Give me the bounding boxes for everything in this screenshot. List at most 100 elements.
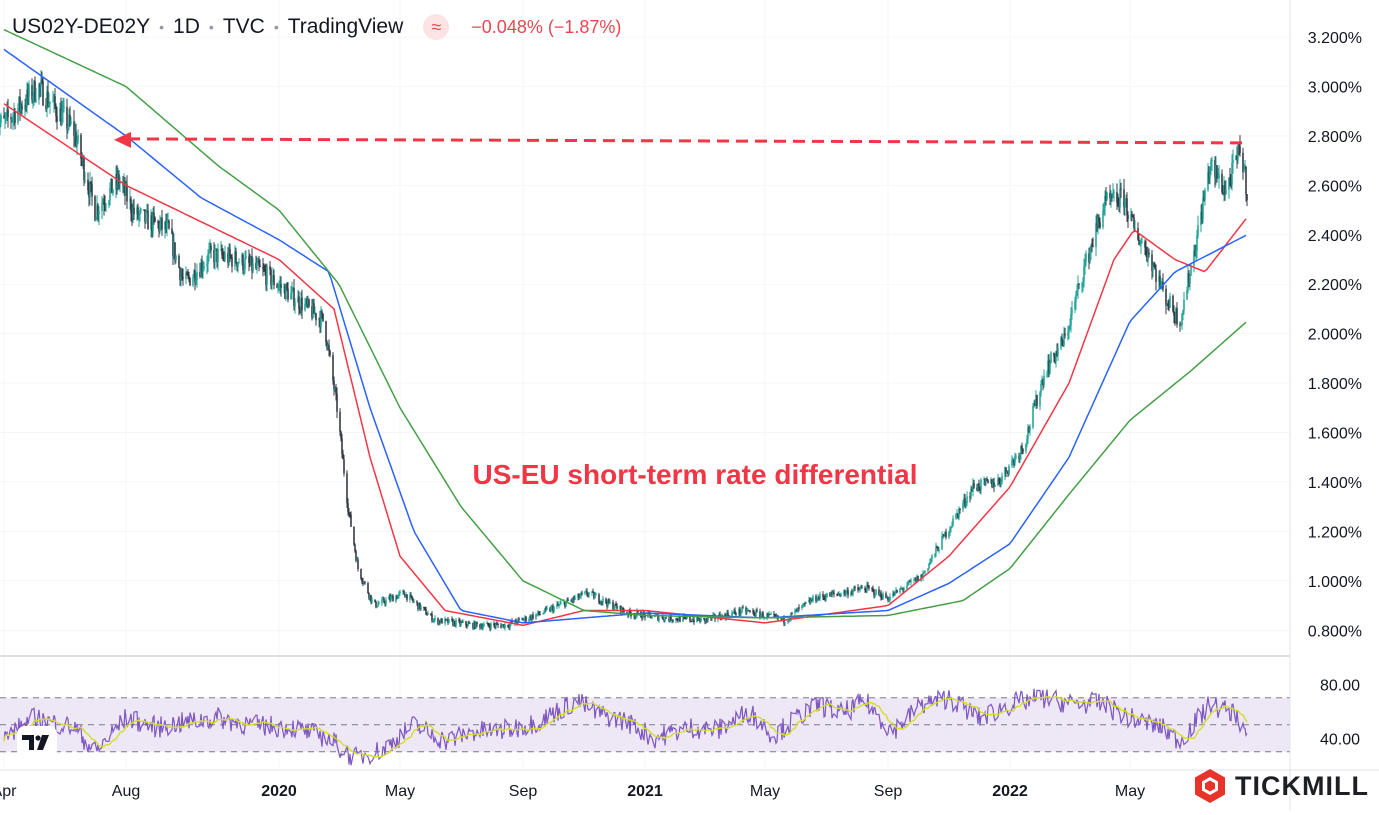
- candle-body: [921, 574, 923, 578]
- candle-body: [84, 179, 86, 181]
- candle-body: [839, 593, 841, 596]
- candle-body: [1081, 283, 1083, 285]
- candle-body: [524, 616, 526, 620]
- candle-body: [599, 602, 601, 604]
- candle-body: [1000, 481, 1002, 484]
- candle-body: [868, 586, 870, 589]
- candle-body: [1040, 383, 1042, 393]
- candle-body: [313, 303, 315, 314]
- candle-body: [1015, 456, 1017, 458]
- candle-body: [837, 594, 839, 596]
- candle-body: [1237, 144, 1239, 160]
- candle-body: [508, 626, 510, 628]
- candle-body: [90, 181, 92, 185]
- candle-body: [1057, 348, 1059, 355]
- tradingview-logo-icon[interactable]: [17, 726, 57, 758]
- candle-body: [948, 532, 950, 538]
- candle-body: [1181, 313, 1183, 325]
- candle-body: [115, 174, 117, 190]
- candle-body: [609, 601, 611, 604]
- candle-body: [669, 615, 671, 621]
- candle-body: [265, 271, 267, 285]
- candle-body: [605, 598, 607, 603]
- candle-body: [483, 623, 485, 627]
- candle-body: [880, 592, 882, 598]
- candle-body: [200, 262, 202, 277]
- candle-body: [817, 596, 819, 601]
- candle-body: [235, 251, 237, 263]
- candle-body: [161, 217, 163, 230]
- candle-body: [1126, 198, 1128, 216]
- candle-body: [1141, 241, 1143, 243]
- x-tick-label: Aug: [112, 783, 140, 800]
- candle-body: [12, 115, 14, 120]
- candle-body: [563, 602, 565, 604]
- x-tick-label: Sep: [874, 783, 903, 800]
- candle-body: [550, 607, 552, 612]
- candle-body: [455, 620, 457, 626]
- candle-body: [257, 260, 259, 264]
- candle-body: [1062, 341, 1064, 346]
- candle-body: [102, 202, 104, 204]
- candle-body: [699, 619, 701, 622]
- candle-body: [1200, 211, 1202, 225]
- candle-body: [1004, 467, 1006, 476]
- candle-body: [1193, 250, 1195, 266]
- candle-body: [846, 590, 848, 592]
- approx-icon[interactable]: ≈: [423, 14, 450, 40]
- candle-body: [965, 503, 967, 505]
- candle-body: [980, 479, 982, 490]
- candle-body: [1218, 173, 1220, 179]
- candle-body: [901, 588, 903, 590]
- candle-body: [843, 590, 845, 595]
- symbol-label[interactable]: US02Y-DE02Y: [12, 15, 151, 38]
- candle-body: [994, 485, 996, 487]
- candle-body: [437, 618, 439, 624]
- candle-body: [831, 592, 833, 595]
- candle-body: [1208, 171, 1210, 179]
- candle-body: [636, 611, 638, 615]
- candle-body: [706, 618, 708, 621]
- candle-body: [1172, 295, 1174, 312]
- candle-body: [798, 607, 800, 609]
- candle-body: [704, 618, 706, 622]
- candle-body: [446, 619, 448, 621]
- candle-body: [1132, 214, 1134, 218]
- candle-body: [882, 593, 884, 600]
- y-tick-label: 1.600%: [1308, 426, 1362, 443]
- candle-body: [1139, 244, 1141, 246]
- candle-body: [509, 623, 511, 628]
- candle-body: [207, 254, 209, 265]
- candle-body: [553, 607, 555, 612]
- candle-body: [45, 105, 47, 110]
- candle-body: [892, 593, 894, 597]
- candle-body: [68, 114, 70, 127]
- candle-body: [1078, 283, 1080, 285]
- candle-body: [1140, 241, 1142, 245]
- candle-body: [560, 602, 562, 604]
- candle-body: [258, 260, 260, 266]
- candle-body: [507, 624, 509, 627]
- interval-label[interactable]: 1D: [173, 15, 200, 38]
- candle-body: [426, 614, 428, 616]
- candle-body: [47, 91, 49, 106]
- candle-body: [151, 215, 153, 231]
- candle-body: [480, 625, 482, 628]
- x-tick-label: May: [1115, 783, 1145, 800]
- candle-body: [819, 594, 821, 599]
- candle-body: [152, 213, 154, 231]
- candle-body: [308, 299, 310, 307]
- candle-body: [378, 603, 380, 605]
- candle-body: [216, 248, 218, 263]
- candle-body: [1166, 303, 1168, 306]
- candle-body: [20, 104, 22, 111]
- candle-body: [376, 606, 378, 608]
- candle-body: [1182, 310, 1184, 314]
- candle-body: [915, 577, 917, 582]
- candle-body: [949, 528, 951, 533]
- candle-body: [11, 119, 13, 121]
- candle-body: [375, 601, 377, 608]
- candle-body: [241, 254, 243, 263]
